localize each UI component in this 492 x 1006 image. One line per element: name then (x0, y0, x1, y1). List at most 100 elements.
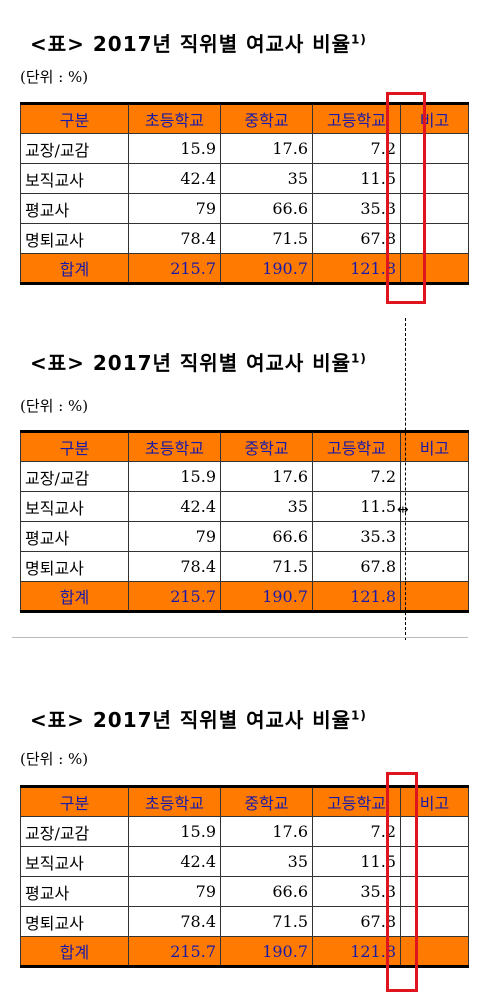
table-cell[interactable]: 79 (128, 876, 221, 907)
table-cell[interactable]: 66.6 (220, 876, 313, 907)
table-cell[interactable]: 35 (220, 846, 313, 877)
note-cell[interactable] (400, 551, 469, 582)
total-cell[interactable]: 190.7 (220, 936, 313, 968)
table-cell[interactable]: 35.3 (312, 521, 401, 552)
table-cell[interactable]: 7.2 (312, 816, 401, 847)
column-header[interactable]: 고등학교 (312, 785, 401, 817)
note-cell[interactable] (400, 521, 469, 552)
table-cell[interactable]: 79 (128, 521, 221, 552)
note-cell[interactable] (400, 133, 469, 164)
total-label[interactable]: 합계 (20, 581, 129, 613)
total-cell[interactable]: 215.7 (128, 253, 221, 285)
table-cell[interactable]: 35 (220, 491, 313, 522)
note-cell[interactable] (400, 461, 469, 492)
column-header[interactable]: 비고 (400, 785, 469, 817)
header-row: 구분 초등학교 중학교 고등학교 비고 (20, 102, 469, 134)
table-cell[interactable]: 15.9 (128, 461, 221, 492)
note-cell[interactable] (400, 846, 469, 877)
table-cell[interactable]: 11.5 (312, 846, 401, 877)
note-cell[interactable] (400, 163, 469, 194)
table-cell[interactable]: 35.3 (312, 876, 401, 907)
note-cell[interactable] (400, 223, 469, 254)
table-cell[interactable]: 7.2 (312, 133, 401, 164)
note-cell[interactable] (400, 876, 469, 907)
column-header[interactable]: 중학교 (220, 102, 313, 134)
header-row: 구분 초등학교 중학교 고등학교 비고 (20, 430, 469, 462)
column-header[interactable]: 고등학교 (312, 102, 401, 134)
column-header[interactable]: 구분 (20, 430, 129, 462)
column-header[interactable]: 초등학교 (128, 102, 221, 134)
note-cell[interactable] (400, 936, 469, 968)
note-cell[interactable] (400, 906, 469, 937)
row-label[interactable]: 보직교사 (20, 846, 129, 877)
table-cell[interactable]: 67.8 (312, 551, 401, 582)
table-cell[interactable]: 17.6 (220, 816, 313, 847)
column-header[interactable]: 중학교 (220, 785, 313, 817)
table-cell[interactable]: 66.6 (220, 521, 313, 552)
data-table[interactable]: 구분 초등학교 중학교 고등학교 비고 교장/교감 15.9 17.6 7.2 보직교사 42.4 3… (20, 785, 469, 968)
row-label[interactable]: 교장/교감 (20, 816, 129, 847)
table-cell[interactable]: 35 (220, 163, 313, 194)
row-label[interactable]: 교장/교감 (20, 461, 129, 492)
column-header[interactable]: 구분 (20, 785, 129, 817)
total-label[interactable]: 합계 (20, 936, 129, 968)
table-cell[interactable]: 15.9 (128, 816, 221, 847)
table-cell[interactable]: 42.4 (128, 163, 221, 194)
row-label[interactable]: 보직교사 (20, 163, 129, 194)
row-label[interactable]: 명퇴교사 (20, 223, 129, 254)
table-cell[interactable]: 71.5 (220, 223, 313, 254)
table-row: 명퇴교사 78.4 71.5 67.8 (20, 906, 469, 937)
note-cell[interactable] (400, 816, 469, 847)
total-cell[interactable]: 121.8 (312, 936, 401, 968)
total-cell[interactable]: 215.7 (128, 936, 221, 968)
note-cell[interactable] (400, 193, 469, 224)
table-title: <표> 2017년 직위별 여교사 비율1) (30, 32, 367, 56)
table-cell[interactable]: 17.6 (220, 461, 313, 492)
column-header[interactable]: 중학교 (220, 430, 313, 462)
panel-1: <표> 2017년 직위별 여교사 비율1) (단위 : %) 구분 초등학교 중학… (0, 0, 492, 310)
total-row: 합계 215.7 190.7 121.8 (20, 253, 469, 285)
row-label[interactable]: 교장/교감 (20, 133, 129, 164)
total-cell[interactable]: 190.7 (220, 253, 313, 285)
table-cell[interactable]: 67.8 (312, 223, 401, 254)
total-cell[interactable]: 121.8 (312, 253, 401, 285)
table-cell[interactable]: 79 (128, 193, 221, 224)
row-label[interactable]: 명퇴교사 (20, 906, 129, 937)
table-cell[interactable]: 67.8 (312, 906, 401, 937)
data-table[interactable]: 구분 초등학교 중학교 고등학교 비고 교장/교감 15.9 17.6 7.2 보직교사 42.4 3… (20, 430, 469, 613)
row-label[interactable]: 평교사 (20, 876, 129, 907)
table-cell[interactable]: 15.9 (128, 133, 221, 164)
column-header[interactable]: 비고 (400, 430, 469, 462)
table-cell[interactable]: 11.5 (312, 491, 401, 522)
table-cell[interactable]: 78.4 (128, 551, 221, 582)
column-header[interactable]: 비고 (400, 102, 469, 134)
column-header[interactable]: 초등학교 (128, 430, 221, 462)
data-table[interactable]: 구분 초등학교 중학교 고등학교 비고 교장/교감 15.9 17.6 7.2 보직교사 42.4 3… (20, 102, 469, 285)
table-cell[interactable]: 35.3 (312, 193, 401, 224)
table-cell[interactable]: 71.5 (220, 906, 313, 937)
note-cell[interactable] (400, 581, 469, 613)
table-cell[interactable]: 71.5 (220, 551, 313, 582)
table-cell[interactable]: 78.4 (128, 906, 221, 937)
column-resize-guide[interactable] (405, 318, 406, 640)
table-cell[interactable]: 66.6 (220, 193, 313, 224)
row-label[interactable]: 평교사 (20, 193, 129, 224)
column-header[interactable]: 구분 (20, 102, 129, 134)
row-label[interactable]: 평교사 (20, 521, 129, 552)
table-cell[interactable]: 78.4 (128, 223, 221, 254)
column-header[interactable]: 고등학교 (312, 430, 401, 462)
total-label[interactable]: 합계 (20, 253, 129, 285)
table-cell[interactable]: 7.2 (312, 461, 401, 492)
total-cell[interactable]: 215.7 (128, 581, 221, 613)
note-cell[interactable] (400, 253, 469, 285)
table-cell[interactable]: 42.4 (128, 491, 221, 522)
row-label[interactable]: 보직교사 (20, 491, 129, 522)
row-label[interactable]: 명퇴교사 (20, 551, 129, 582)
total-cell[interactable]: 121.8 (312, 581, 401, 613)
table-cell[interactable]: 42.4 (128, 846, 221, 877)
note-cell[interactable] (400, 491, 469, 522)
table-cell[interactable]: 17.6 (220, 133, 313, 164)
total-cell[interactable]: 190.7 (220, 581, 313, 613)
table-cell[interactable]: 11.5 (312, 163, 401, 194)
column-header[interactable]: 초등학교 (128, 785, 221, 817)
